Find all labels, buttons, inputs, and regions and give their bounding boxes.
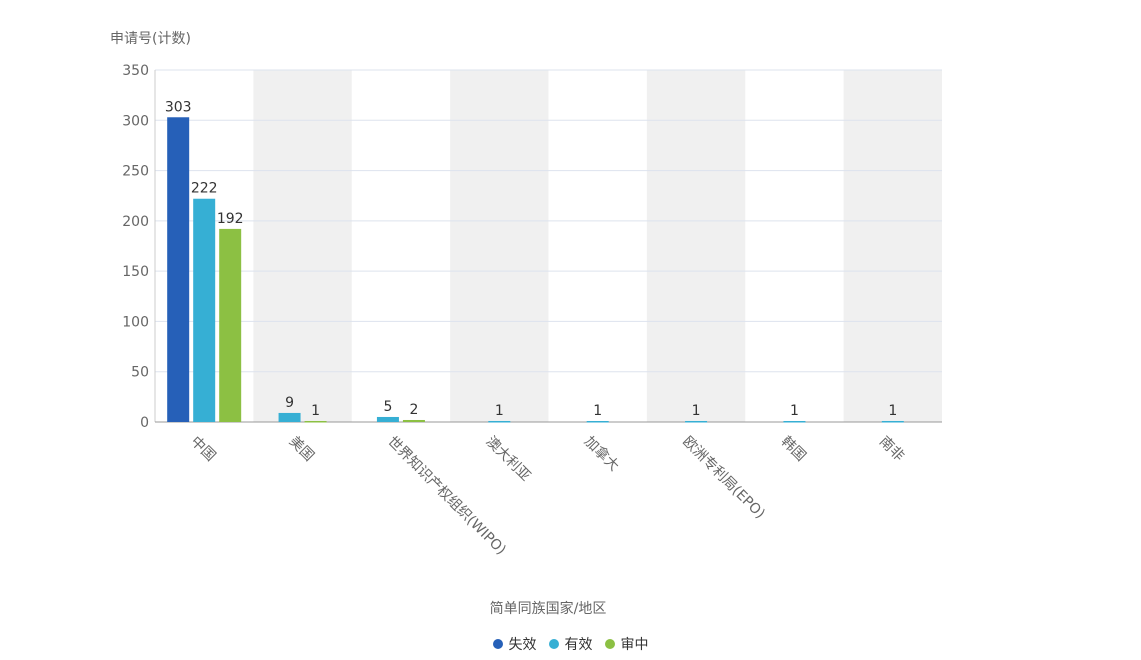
- data-label: 2: [409, 402, 418, 418]
- data-label: 5: [383, 399, 392, 415]
- data-label: 192: [217, 211, 244, 227]
- y-tick-label: 250: [122, 164, 149, 180]
- data-label: 1: [495, 403, 504, 419]
- data-label: 222: [191, 181, 218, 197]
- category-band: [647, 70, 745, 422]
- x-tick-label: 中国: [187, 434, 218, 465]
- y-tick-label: 350: [122, 63, 149, 79]
- bar-有效: [488, 421, 510, 423]
- data-label: 1: [311, 403, 320, 419]
- y-tick-label: 150: [122, 264, 149, 280]
- bar-有效: [882, 421, 904, 423]
- bar-失效: [167, 117, 189, 422]
- data-label: 303: [165, 99, 192, 115]
- x-tick-label: 加拿大: [581, 433, 623, 475]
- bar-审中: [219, 229, 241, 422]
- data-label: 1: [790, 403, 799, 419]
- category-band: [844, 70, 942, 422]
- x-tick-label: 美国: [286, 434, 317, 465]
- x-axis-title: 简单同族国家/地区: [490, 600, 607, 617]
- bar-审中: [403, 420, 425, 422]
- y-tick-label: 100: [122, 314, 149, 330]
- legend-label: 有效: [565, 634, 593, 654]
- y-tick-label: 300: [122, 113, 149, 129]
- bar-有效: [377, 417, 399, 422]
- legend-dot-icon: [549, 639, 559, 649]
- y-tick-label: 200: [122, 214, 149, 230]
- legend: 失效 有效 审中: [0, 634, 1141, 654]
- x-tick-label: 澳大利亚: [482, 434, 533, 485]
- category-band: [450, 70, 548, 422]
- y-axis-title: 申请号(计数): [110, 31, 191, 47]
- legend-item[interactable]: 审中: [605, 634, 649, 654]
- y-tick-label: 50: [131, 365, 149, 381]
- bar-有效: [279, 413, 301, 422]
- legend-item[interactable]: 有效: [549, 634, 593, 654]
- bar-审中: [305, 421, 327, 423]
- bar-有效: [587, 421, 609, 423]
- data-label: 1: [888, 403, 897, 419]
- legend-label: 失效: [509, 634, 537, 654]
- data-label: 1: [692, 403, 701, 419]
- bar-有效: [783, 421, 805, 423]
- bar-chart: 303 222 192 9 1 5 2 1 1 1 1 1 0 50 100 150 200 250 300 350…: [0, 0, 1141, 630]
- data-label: 1: [593, 403, 602, 419]
- category-band: [253, 70, 351, 422]
- legend-dot-icon: [605, 639, 615, 649]
- x-tick-label: 韩国: [778, 434, 809, 465]
- data-label: 9: [285, 395, 294, 411]
- legend-item[interactable]: 失效: [493, 634, 537, 654]
- x-tick-label: 欧洲专利局(EPO): [679, 434, 768, 523]
- x-tick-label: 南非: [876, 434, 907, 465]
- y-tick-label: 0: [140, 415, 149, 431]
- bar-有效: [685, 421, 707, 423]
- legend-dot-icon: [493, 639, 503, 649]
- legend-label: 审中: [621, 634, 649, 654]
- bar-有效: [193, 199, 215, 422]
